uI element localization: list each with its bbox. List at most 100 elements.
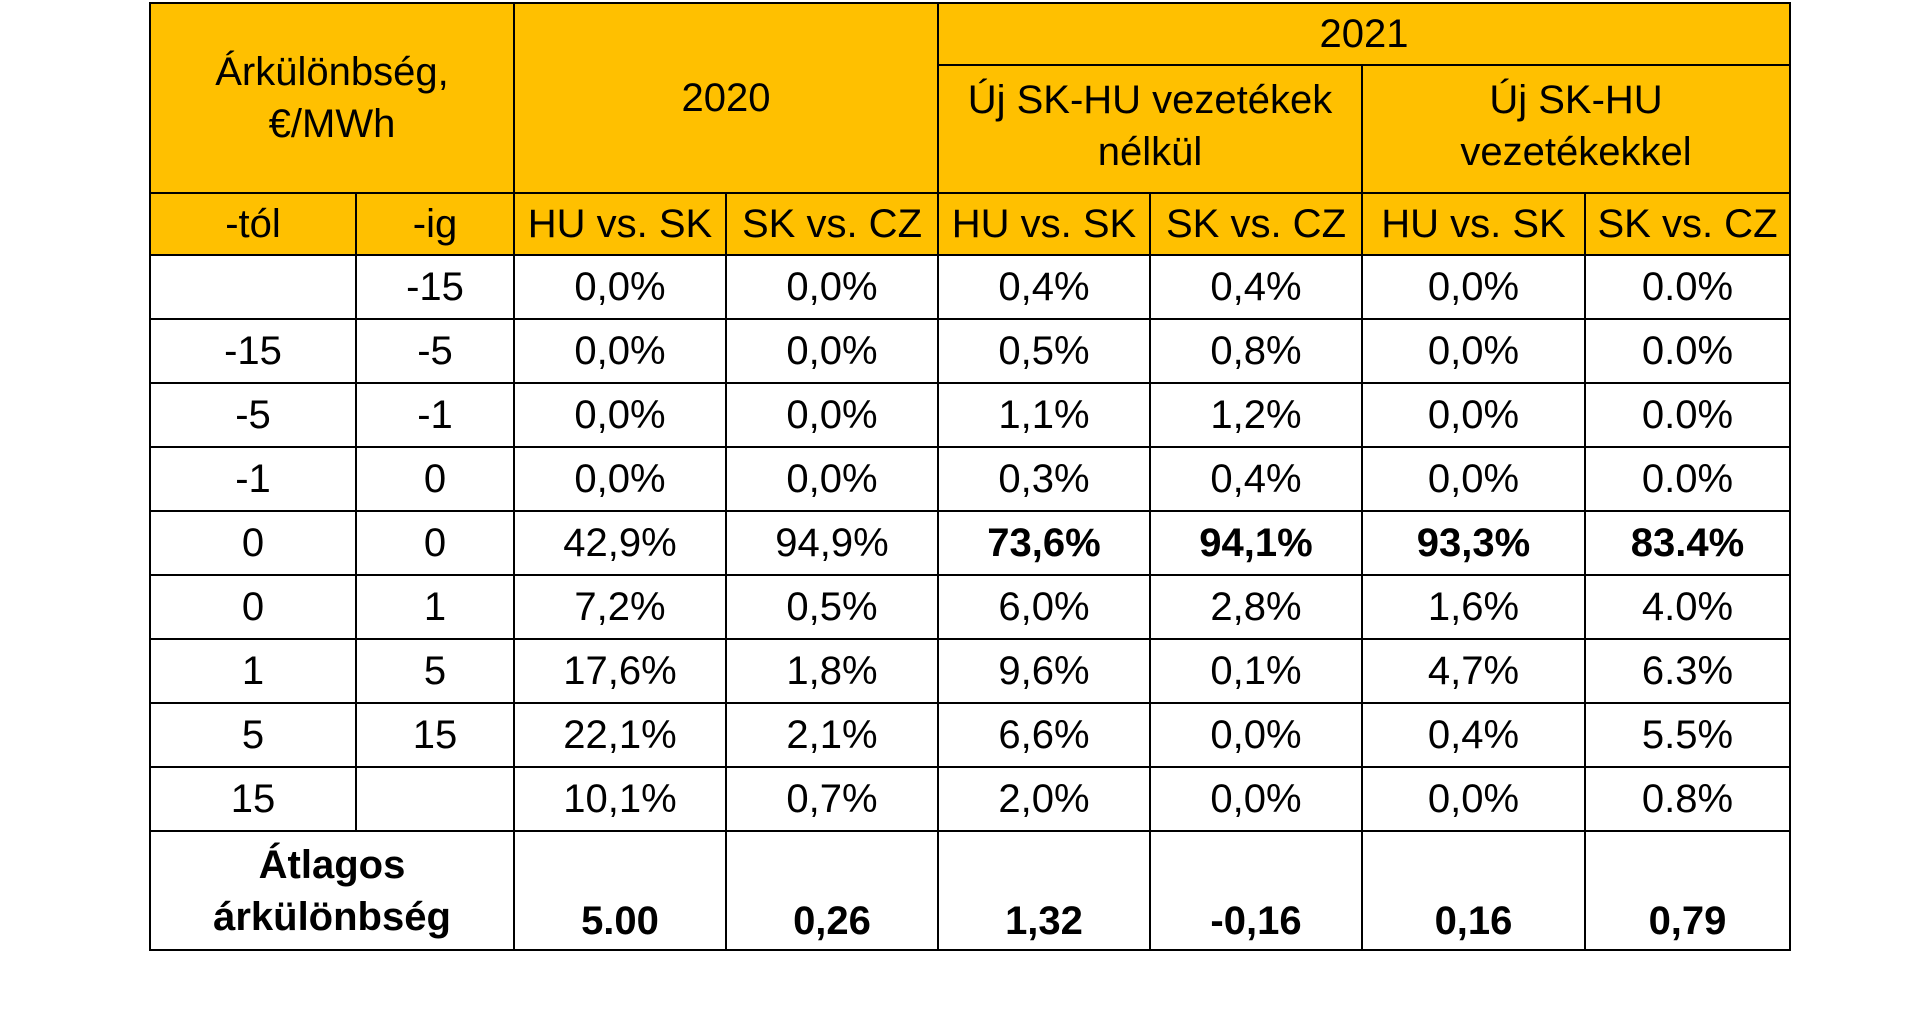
cell-value: 6,6%: [937, 702, 1151, 768]
cell-value: 6,0%: [937, 574, 1151, 640]
cell-value: 0,4%: [1361, 702, 1586, 768]
cell-value: 0,1%: [1149, 638, 1363, 704]
cell-value: 0,4%: [937, 254, 1151, 320]
cell-value: 17,6%: [513, 638, 727, 704]
header-row-columns: -tól -ig HU vs. SK SK vs. CZ HU vs. SK S…: [149, 192, 1791, 256]
cell-value: 0,0%: [725, 446, 939, 512]
cell-to: -15: [355, 254, 515, 320]
price-diff-header: Árkülönbség, €/MWh: [149, 2, 515, 194]
average-value: 0,79: [1584, 830, 1791, 951]
col-header-to: -ig: [355, 192, 515, 256]
table-row: 1 5 17,6% 1,8% 9,6% 0,1% 4,7% 6.3%: [149, 638, 1791, 704]
cell-to: -1: [355, 382, 515, 448]
cell-value: 0,4%: [1149, 254, 1363, 320]
table-row: -15 0,0% 0,0% 0,4% 0,4% 0,0% 0.0%: [149, 254, 1791, 320]
cell-value: 0,0%: [513, 382, 727, 448]
cell-to: 15: [355, 702, 515, 768]
scenario-with-line1: Új SK-HU: [1489, 78, 1663, 122]
scenario-with-line2: vezetékekkel: [1460, 130, 1692, 174]
scenario-without-new-lines: Új SK-HU vezetékek nélkül: [937, 64, 1363, 194]
cell-to: -5: [355, 318, 515, 384]
cell-to: 1: [355, 574, 515, 640]
cell-value: 42,9%: [513, 510, 727, 576]
cell-value: 0,0%: [725, 254, 939, 320]
cell-value: 0,3%: [937, 446, 1151, 512]
col-header-sk-cz: SK vs. CZ: [1149, 192, 1363, 256]
cell-value: 0,5%: [937, 318, 1151, 384]
col-header-hu-sk: HU vs. SK: [513, 192, 727, 256]
average-label-line2: árkülönbség: [213, 894, 451, 939]
table-row: 5 15 22,1% 2,1% 6,6% 0,0% 0,4% 5.5%: [149, 702, 1791, 768]
cell-value: 0,0%: [1361, 318, 1586, 384]
cell-value: 0.8%: [1584, 766, 1791, 832]
scenario-without-line2: nélkül: [1097, 130, 1203, 174]
cell-from: 0: [149, 574, 357, 640]
table-row: 0 0 42,9% 94,9% 73,6% 94,1% 93,3% 83.4%: [149, 510, 1791, 576]
cell-from: -15: [149, 318, 357, 384]
col-header-sk-cz: SK vs. CZ: [725, 192, 939, 256]
cell-value: 0,0%: [1361, 446, 1586, 512]
cell-value: 5.5%: [1584, 702, 1791, 768]
cell-value: 0,7%: [725, 766, 939, 832]
cell-value-highlighted: 93,3%: [1361, 510, 1586, 576]
price-diff-label: Árkülönbség,: [215, 50, 449, 94]
cell-value-highlighted: 83.4%: [1584, 510, 1791, 576]
year-2021-header: 2021: [937, 2, 1791, 66]
col-header-sk-cz: SK vs. CZ: [1584, 192, 1791, 256]
price-diff-unit: €/MWh: [268, 102, 396, 146]
cell-value: 4,7%: [1361, 638, 1586, 704]
cell-value: 0,0%: [725, 318, 939, 384]
average-value: 1,32: [937, 830, 1151, 951]
cell-value: 0.0%: [1584, 318, 1791, 384]
cell-value: 0,0%: [513, 254, 727, 320]
cell-value: 0.0%: [1584, 254, 1791, 320]
average-value: 0,26: [725, 830, 939, 951]
scenario-with-new-lines: Új SK-HU vezetékekkel: [1361, 64, 1791, 194]
cell-from: 5: [149, 702, 357, 768]
table-row: -15 -5 0,0% 0,0% 0,5% 0,8% 0,0% 0.0%: [149, 318, 1791, 384]
average-row: Átlagos árkülönbség 5.00 0,26 1,32 -0,16…: [149, 830, 1791, 951]
table-row: -1 0 0,0% 0,0% 0,3% 0,4% 0,0% 0.0%: [149, 446, 1791, 512]
table-row: 15 10,1% 0,7% 2,0% 0,0% 0,0% 0.8%: [149, 766, 1791, 832]
cell-value: 0,0%: [1361, 766, 1586, 832]
header-row-scenarios: Új SK-HU vezetékek nélkül Új SK-HU vezet…: [150, 64, 1791, 194]
cell-value: 0.0%: [1584, 382, 1791, 448]
cell-value: 0,8%: [1149, 318, 1363, 384]
cell-value: 0,0%: [513, 446, 727, 512]
cell-value: 0,0%: [1361, 254, 1586, 320]
cell-from: 15: [149, 766, 357, 832]
table-row: -5 -1 0,0% 0,0% 1,1% 1,2% 0,0% 0.0%: [149, 382, 1791, 448]
cell-to: 0: [355, 446, 515, 512]
cell-to: 5: [355, 638, 515, 704]
cell-value-highlighted: 94,1%: [1149, 510, 1363, 576]
cell-value: 1,8%: [725, 638, 939, 704]
average-value: -0,16: [1149, 830, 1363, 951]
cell-value: 0.0%: [1584, 446, 1791, 512]
cell-value: 4.0%: [1584, 574, 1791, 640]
cell-from: -5: [149, 382, 357, 448]
cell-value: 0,5%: [725, 574, 939, 640]
cell-from: [149, 254, 357, 320]
col-header-hu-sk: HU vs. SK: [937, 192, 1151, 256]
average-value: 0,16: [1361, 830, 1586, 951]
average-value: 5.00: [513, 830, 727, 951]
cell-value: 0,0%: [1149, 766, 1363, 832]
cell-to: 0: [355, 510, 515, 576]
cell-value: 2,1%: [725, 702, 939, 768]
cell-value: 0,4%: [1149, 446, 1363, 512]
cell-from: 1: [149, 638, 357, 704]
cell-value: 94,9%: [725, 510, 939, 576]
cell-value: 1,2%: [1149, 382, 1363, 448]
price-difference-table: Árkülönbség, €/MWh 2020 2021 Új SK-HU ve…: [149, 2, 1791, 951]
cell-from: 0: [149, 510, 357, 576]
average-label: Átlagos árkülönbség: [149, 830, 515, 951]
year-2020-header: 2020: [513, 2, 939, 194]
cell-value: 1,1%: [937, 382, 1151, 448]
cell-value-highlighted: 73,6%: [937, 510, 1151, 576]
cell-value: 22,1%: [513, 702, 727, 768]
cell-from: -1: [149, 446, 357, 512]
cell-value: 1,6%: [1361, 574, 1586, 640]
cell-value: 7,2%: [513, 574, 727, 640]
cell-value: 9,6%: [937, 638, 1151, 704]
cell-value: 2,0%: [937, 766, 1151, 832]
